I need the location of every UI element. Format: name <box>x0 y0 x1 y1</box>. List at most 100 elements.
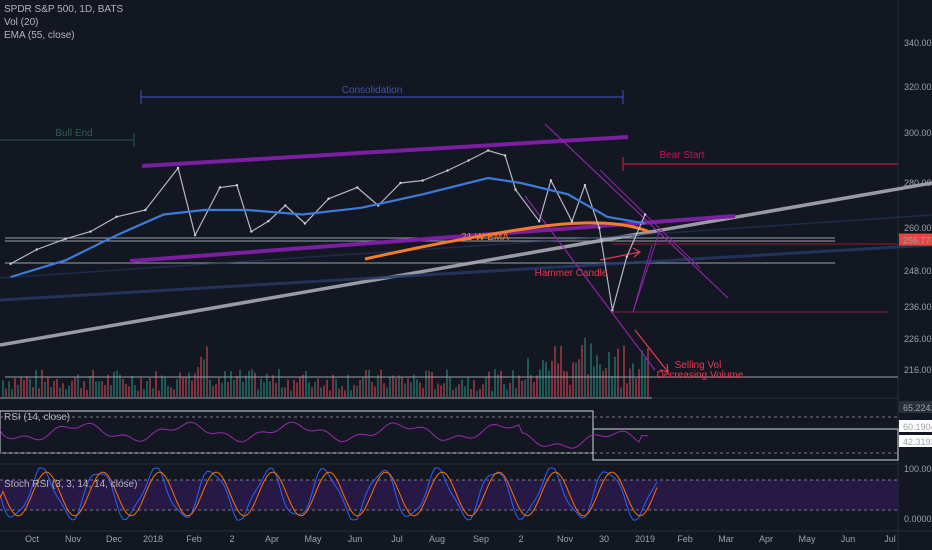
volume-bar <box>401 377 403 397</box>
time-tick-label: May <box>798 534 816 544</box>
volume-bar <box>359 380 361 397</box>
volume-bar <box>11 389 13 397</box>
price-candles <box>9 149 647 312</box>
price-point <box>514 188 517 191</box>
stoch-d-line <box>0 471 658 517</box>
volume-bar <box>599 364 601 397</box>
channel-bottom <box>129 214 736 263</box>
volume-bar <box>575 362 577 397</box>
volume-bar <box>335 378 337 397</box>
price-point <box>327 197 330 200</box>
volume-bar <box>197 367 199 397</box>
volume-bar <box>416 379 418 397</box>
hammer-arrow <box>599 247 642 261</box>
volume-bar <box>392 375 394 397</box>
volume-bar <box>140 378 142 397</box>
volume-bar <box>101 381 103 397</box>
volume-bar <box>233 380 235 397</box>
volume-bar <box>44 381 46 397</box>
price-point <box>570 220 574 223</box>
volume-bar <box>332 374 334 397</box>
price-point <box>218 186 222 189</box>
volume-bar <box>473 380 475 397</box>
volume-bar <box>131 375 133 397</box>
time-tick-label: Apr <box>759 534 773 544</box>
stoch-legend[interactable]: Stoch RSI (3, 3, 14, 14, close) <box>4 479 138 490</box>
volume-bar <box>17 384 19 397</box>
volume-bar <box>245 375 247 397</box>
volume-bar <box>374 386 376 397</box>
volume-bar <box>257 389 259 397</box>
price-point <box>176 166 180 170</box>
volume-bar <box>458 384 460 397</box>
volume-bar <box>407 378 409 397</box>
price-point <box>446 169 449 172</box>
consolidation-label: Consolidation <box>342 85 403 96</box>
time-tick-label: Sep <box>473 534 489 544</box>
selling-vol-label: Selling Vol <box>675 360 722 371</box>
time-tick-label: Feb <box>186 534 202 544</box>
volume-bar <box>164 376 166 397</box>
volume-bar <box>20 376 22 397</box>
volume-bar <box>218 377 220 397</box>
time-tick-label: 2019 <box>635 534 655 544</box>
volume-bar <box>383 383 385 397</box>
price-point <box>235 184 239 187</box>
price-point <box>89 230 92 233</box>
volume-bar <box>284 387 286 397</box>
rsi-line <box>0 421 649 449</box>
time-tick-label: Nov <box>65 534 82 544</box>
volume-bar <box>5 388 7 397</box>
volume-bar <box>254 372 256 397</box>
price-point <box>9 262 12 266</box>
price-point <box>144 208 147 212</box>
volume-bar <box>596 355 598 397</box>
volume-bar <box>83 381 85 397</box>
volume-bar <box>593 366 595 397</box>
volume-bar <box>638 369 640 397</box>
volume-bar <box>206 346 208 397</box>
volume-bar <box>287 379 289 397</box>
volume-bar <box>590 343 592 397</box>
bear-start-label: Bear Start <box>659 150 704 161</box>
volume-legend[interactable]: Vol (20) <box>4 17 39 28</box>
volume-bar <box>350 390 352 397</box>
price-point <box>537 220 541 223</box>
volume-bar <box>320 387 322 397</box>
ema-legend[interactable]: EMA (55, close) <box>4 30 75 41</box>
volume-bar <box>71 380 73 397</box>
time-axis[interactable]: Oct Nov Dec 2018 Feb 2 Apr May Jun Jul Aug Sep 2 Nov 3… <box>25 534 896 544</box>
volume-bar <box>272 375 274 397</box>
volume-bar <box>74 377 76 397</box>
price-tick-label: 340.00 <box>904 38 932 48</box>
price-tick-label: 280.00 <box>904 178 932 188</box>
volume-bar <box>263 382 265 397</box>
volume-bar <box>389 377 391 397</box>
volume-bar <box>584 337 586 397</box>
stoch-tick-label: 100.0000 <box>904 464 932 474</box>
rsi-legend[interactable]: RSI (14, close) <box>4 412 71 423</box>
rsi-value-badge <box>899 401 932 413</box>
volume-bar <box>38 388 40 397</box>
symbol-legend[interactable]: SPDR S&P 500, 1D, BATS <box>4 4 124 15</box>
time-tick-label: Feb <box>677 534 693 544</box>
price-axis[interactable]: 340.00 320.00 300.00 280.00 260.00 248.00 236.… <box>899 38 932 524</box>
volume-bar <box>80 388 82 397</box>
volume-bar <box>194 373 196 397</box>
decreasing-volume-label: Decreasing Volume <box>657 370 744 381</box>
price-point <box>467 159 470 162</box>
volume-bar <box>215 384 217 397</box>
ema-path <box>10 176 646 279</box>
long-trendline <box>0 181 932 347</box>
volume-bar <box>137 390 139 397</box>
price-point <box>250 230 253 233</box>
volume-bar <box>461 379 463 397</box>
volume-bar <box>221 382 223 397</box>
volume-bar <box>56 378 58 397</box>
stoch-tick-label: 0.0000 <box>904 514 932 524</box>
volume-bar <box>476 390 478 397</box>
volume-bar <box>176 379 178 397</box>
volume-bar <box>68 385 70 397</box>
volume-bar <box>344 390 346 397</box>
